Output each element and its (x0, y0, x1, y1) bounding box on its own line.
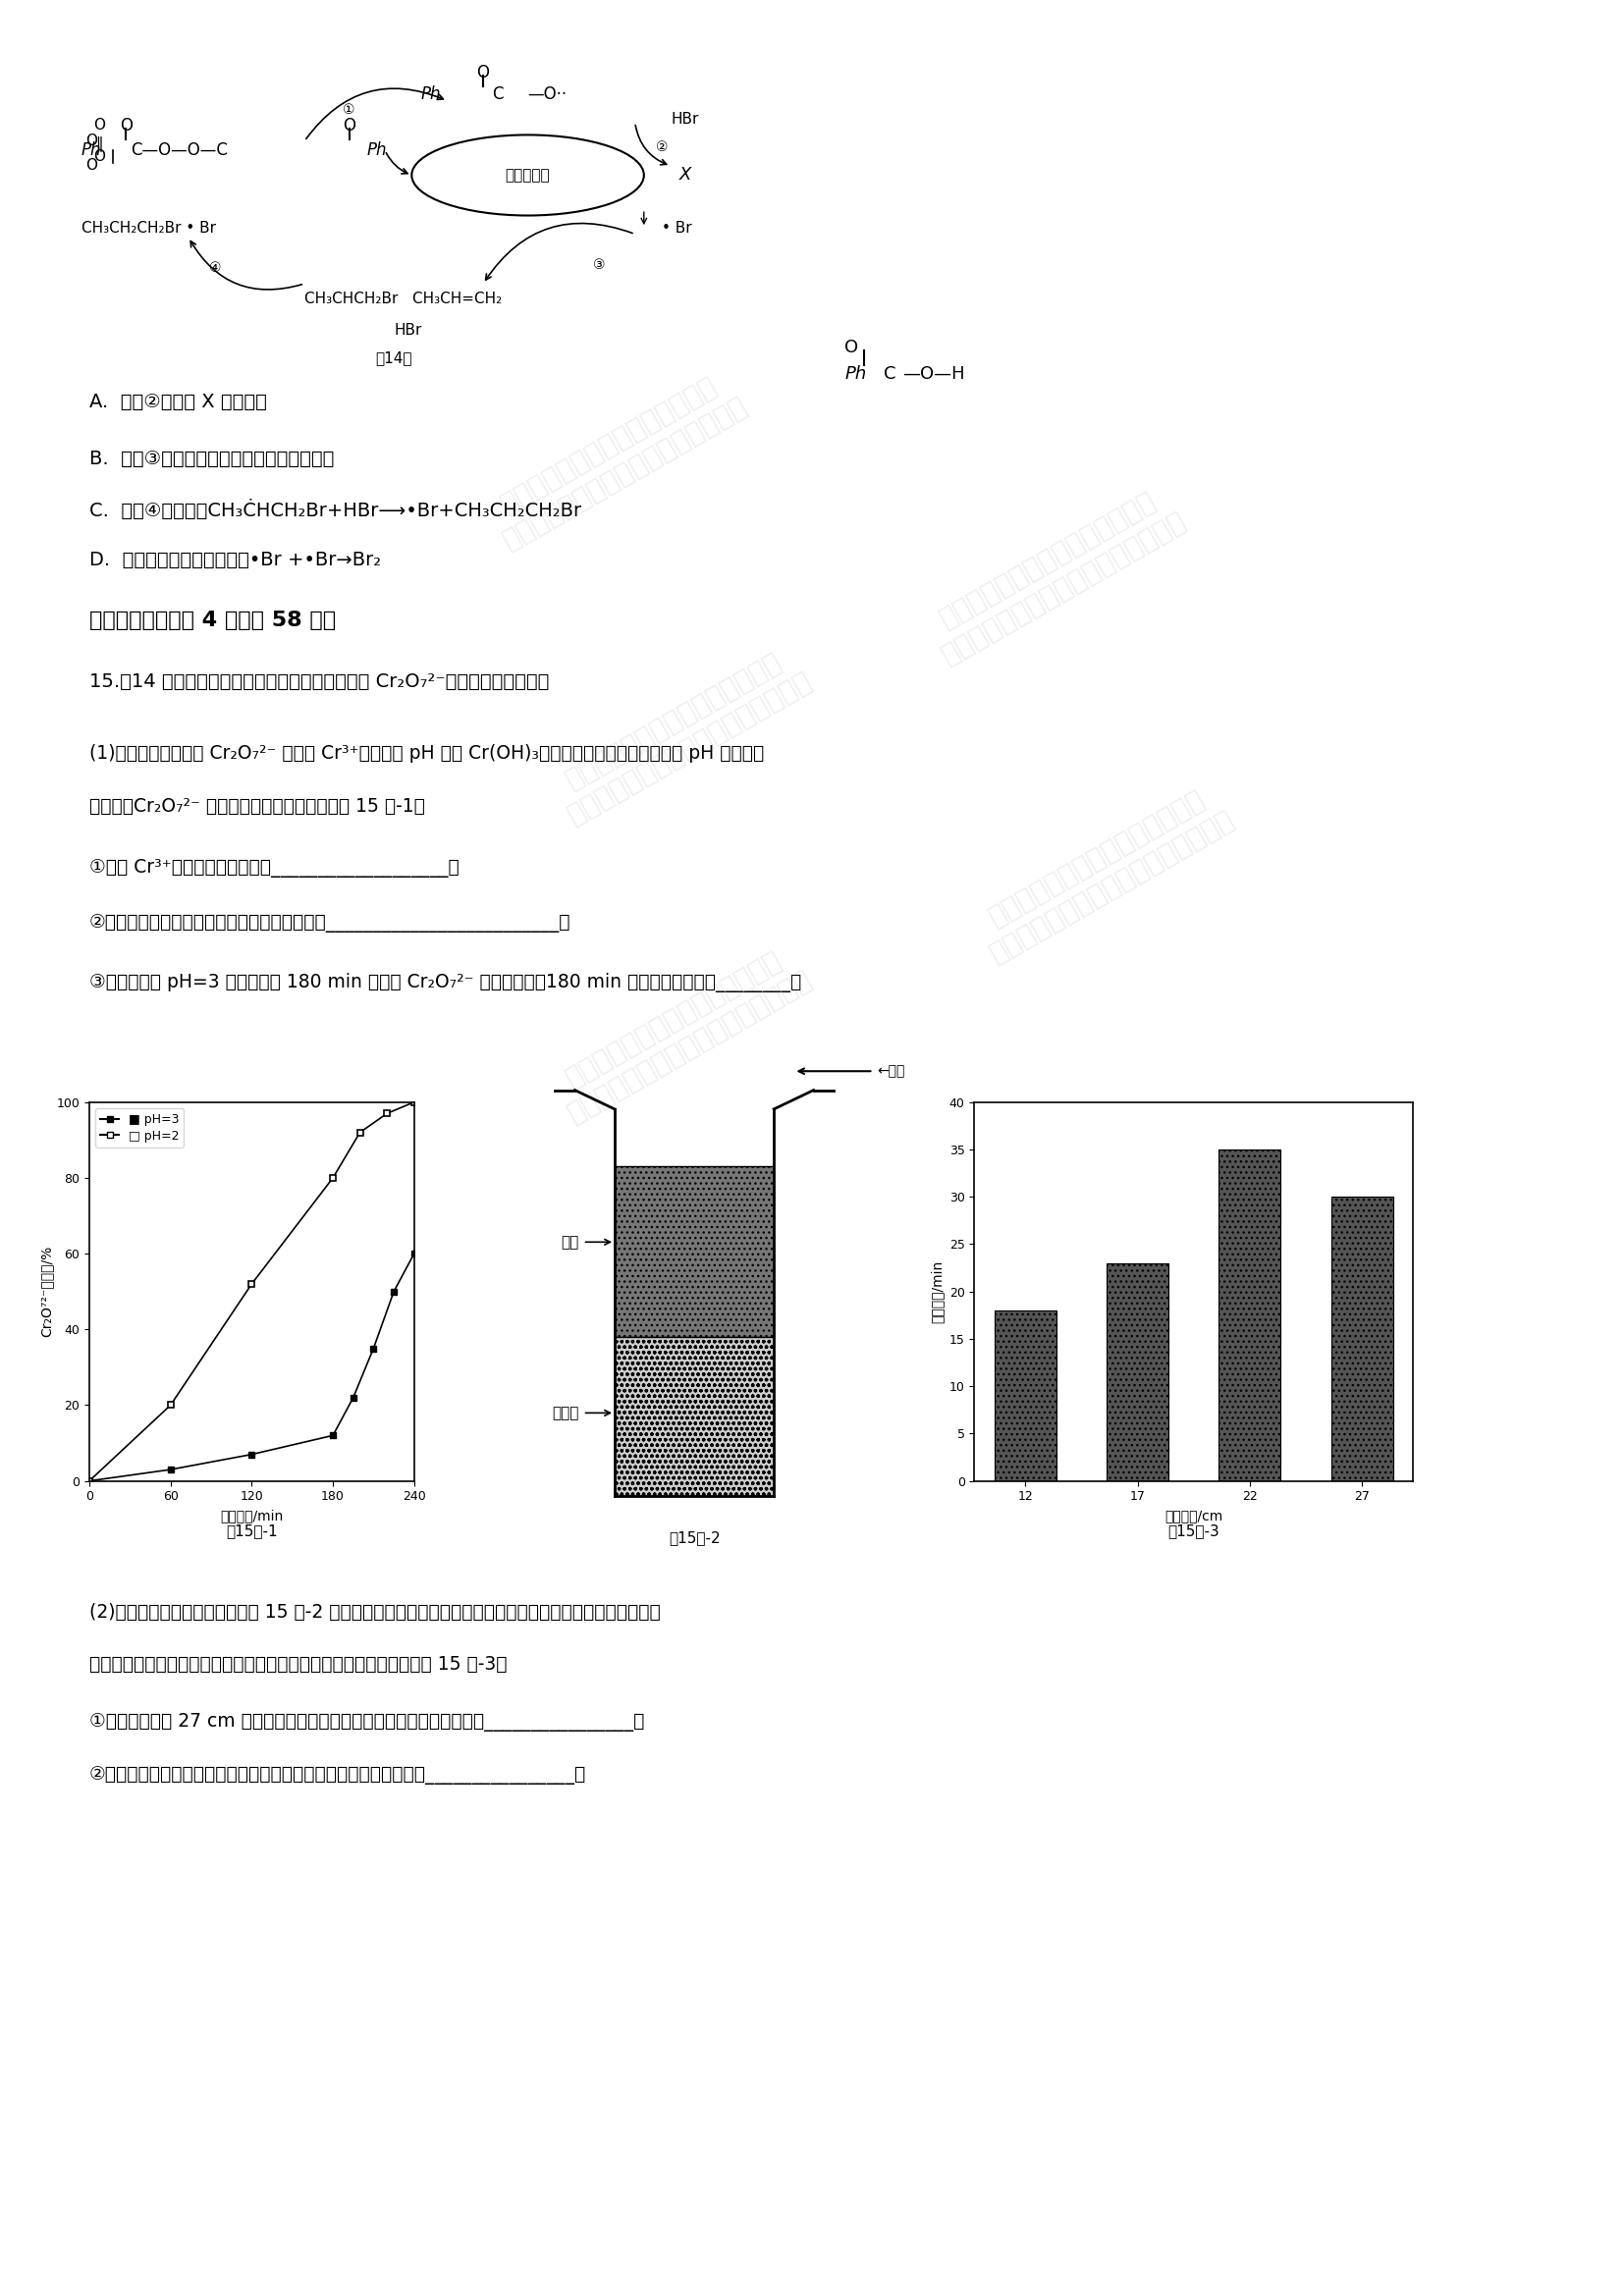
Text: 题14图: 题14图 (375, 351, 412, 365)
Text: HBr: HBr (671, 113, 698, 126)
X-axis label: 反应时间/min: 反应时间/min (221, 1508, 283, 1522)
X-axis label: 铁层高度/cm: 铁层高度/cm (1164, 1508, 1223, 1522)
Bar (1332, 1196, 1393, 1481)
Text: Ph: Ph (844, 365, 866, 383)
Text: 微信搜索小程序「高考学习频道」
创作团队第一时间获取最新高考试题！: 微信搜索小程序「高考学习频道」 创作团队第一时间获取最新高考试题！ (547, 641, 817, 829)
Text: O: O (343, 117, 356, 135)
Text: CH₃CH₂CH₂Br • Br: CH₃CH₂CH₂Br • Br (81, 220, 216, 234)
Text: 链终止反应: 链终止反应 (505, 168, 551, 184)
Text: 题15图-1: 题15图-1 (226, 1525, 278, 1538)
Legend: ■ pH=3, □ pH=2: ■ pH=3, □ pH=2 (96, 1109, 184, 1148)
Bar (1220, 1150, 1281, 1481)
Text: O: O (477, 64, 489, 83)
Text: D.  上述链终止反应中存在：•Br +•Br→Br₂: D. 上述链终止反应中存在：•Br +•Br→Br₂ (89, 551, 382, 569)
Text: C—O—O—C: C—O—O—C (130, 142, 227, 158)
Text: 题15图-3: 题15图-3 (1168, 1525, 1220, 1538)
Text: ④: ④ (209, 262, 221, 276)
Text: ②: ② (656, 140, 667, 154)
Text: ←污水: ←污水 (877, 1065, 905, 1079)
Text: HBr: HBr (393, 324, 422, 338)
Text: ②铝处理酸性含铬污水发生反应的离子方程式为_________________________。: ②铝处理酸性含铬污水发生反应的离子方程式为___________________… (89, 914, 572, 932)
Y-axis label: 失活时间/min: 失活时间/min (931, 1261, 944, 1322)
Text: 15.（14 分）金属铁、铝可用于含铬（主要成份是 Cr₂O₇²⁻）酸性污水的处理。: 15.（14 分）金属铁、铝可用于含铬（主要成份是 Cr₂O₇²⁻）酸性污水的处… (89, 673, 549, 691)
Text: 二、非选择题：共 4 题，共 58 分。: 二、非选择题：共 4 题，共 58 分。 (89, 611, 336, 629)
Text: CH₃ĊHCH₂Br   CH₃CH=CH₂: CH₃ĊHCH₂Br CH₃CH=CH₂ (305, 292, 502, 308)
Text: (1)铝在含铬污水中将 Cr₂O₇²⁻ 还原为 Cr³⁺，再调节 pH 生成 Cr(OH)₃沉淀除去。用铝处理不同初始 pH 的酸性含: (1)铝在含铬污水中将 Cr₂O₇²⁻ 还原为 Cr³⁺，再调节 pH 生成 C… (89, 744, 765, 762)
Text: 含铬污水处理实验，处理柱失活的时间与处理柱中铁屑高度的关系如题 15 图-3。: 含铬污水处理实验，处理柱失活的时间与处理柱中铁屑高度的关系如题 15 图-3。 (89, 1655, 507, 1674)
Text: 题15图-2: 题15图-2 (669, 1531, 719, 1545)
Text: O: O (844, 340, 859, 356)
Text: 微信搜索小程序「高考学习频道」
创作团队第一时间获取最新高考试题！: 微信搜索小程序「高考学习频道」 创作团队第一时间获取最新高考试题！ (482, 365, 752, 553)
Text: A.  过程②中产物 X 化学式为: A. 过程②中产物 X 化学式为 (89, 393, 266, 411)
Text: ③铝处理初始 pH=3 的污水，前 180 min 污水中 Cr₂O₇²⁻ 的还原较慢，180 min 后变快，其原因是________。: ③铝处理初始 pH=3 的污水，前 180 min 污水中 Cr₂O₇²⁻ 的还… (89, 974, 801, 992)
Text: O: O (86, 158, 97, 172)
Text: O: O (120, 117, 132, 135)
Text: 微信搜索小程序「高考学习频道」
创作团队第一时间获取最新高考试题！: 微信搜索小程序「高考学习频道」 创作团队第一时间获取最新高考试题！ (921, 480, 1190, 668)
Text: • Br: • Br (663, 220, 692, 234)
Text: 铁屑: 铁屑 (560, 1235, 578, 1249)
Text: ③: ③ (593, 257, 606, 271)
Bar (1106, 1263, 1168, 1481)
Text: ②铁屑中掺入一定量炭黑，污水的处理效果明显提高，炭黑的作用是________________。: ②铁屑中掺入一定量炭黑，污水的处理效果明显提高，炭黑的作用是__________… (89, 1766, 586, 1784)
Text: O: O (86, 133, 97, 149)
Text: 蓬松棉: 蓬松棉 (552, 1405, 578, 1421)
Text: —O—H: —O—H (903, 365, 965, 383)
Text: ‖: ‖ (96, 135, 102, 152)
Text: ①: ① (343, 103, 356, 117)
Text: C: C (883, 365, 896, 383)
Text: C.  过程④可表示为CH₃ĊHCH₂Br+HBr⟶•Br+CH₃CH₂CH₂Br: C. 过程④可表示为CH₃ĊHCH₂Br+HBr⟶•Br+CH₃CH₂CH₂Br (89, 498, 581, 521)
Text: ①铁屑的高度为 27 cm 时，处理柱的失活时间不增反降，其可能的原因是________________。: ①铁屑的高度为 27 cm 时，处理柱的失活时间不增反降，其可能的原因是____… (89, 1713, 645, 1731)
Text: Ph: Ph (81, 142, 101, 158)
Bar (614, 1336, 775, 1497)
Text: O: O (93, 149, 106, 163)
Text: Ph: Ph (421, 85, 440, 103)
Text: X: X (680, 165, 692, 184)
Bar (994, 1311, 1056, 1481)
Text: B.  过程③中存在非极性共价键的断裂和形成: B. 过程③中存在非极性共价键的断裂和形成 (89, 450, 335, 468)
Text: 微信搜索小程序「高考学习频道」
创作团队第一时间获取最新高考试题！: 微信搜索小程序「高考学习频道」 创作团队第一时间获取最新高考试题！ (970, 778, 1239, 967)
Text: O: O (93, 117, 106, 133)
Text: 微信搜索小程序「高考学习频道」
创作团队第一时间获取最新高考试题！: 微信搜索小程序「高考学习频道」 创作团队第一时间获取最新高考试题！ (547, 939, 817, 1127)
Text: C: C (492, 85, 503, 103)
Text: —O··: —O·· (528, 85, 567, 103)
Text: (2)将铁屑装入玻璃管中制成如题 15 图-2 所示污水处理柱。以同样的流速缓慢通入不同高度的处理柱进行酸性: (2)将铁屑装入玻璃管中制成如题 15 图-2 所示污水处理柱。以同样的流速缓慢… (89, 1603, 661, 1621)
Bar (614, 1166, 775, 1336)
Y-axis label: Cr₂O⁷²⁻去除率/%: Cr₂O⁷²⁻去除率/% (41, 1247, 54, 1336)
Text: Ph: Ph (367, 142, 387, 158)
Text: ①基态 Cr³⁺的核外电子排布式为___________________。: ①基态 Cr³⁺的核外电子排布式为___________________。 (89, 859, 460, 877)
Text: 铬污水，Cr₂O₇²⁻ 去除率与反应时间的关系如题 15 图-1。: 铬污水，Cr₂O₇²⁻ 去除率与反应时间的关系如题 15 图-1。 (89, 797, 425, 815)
